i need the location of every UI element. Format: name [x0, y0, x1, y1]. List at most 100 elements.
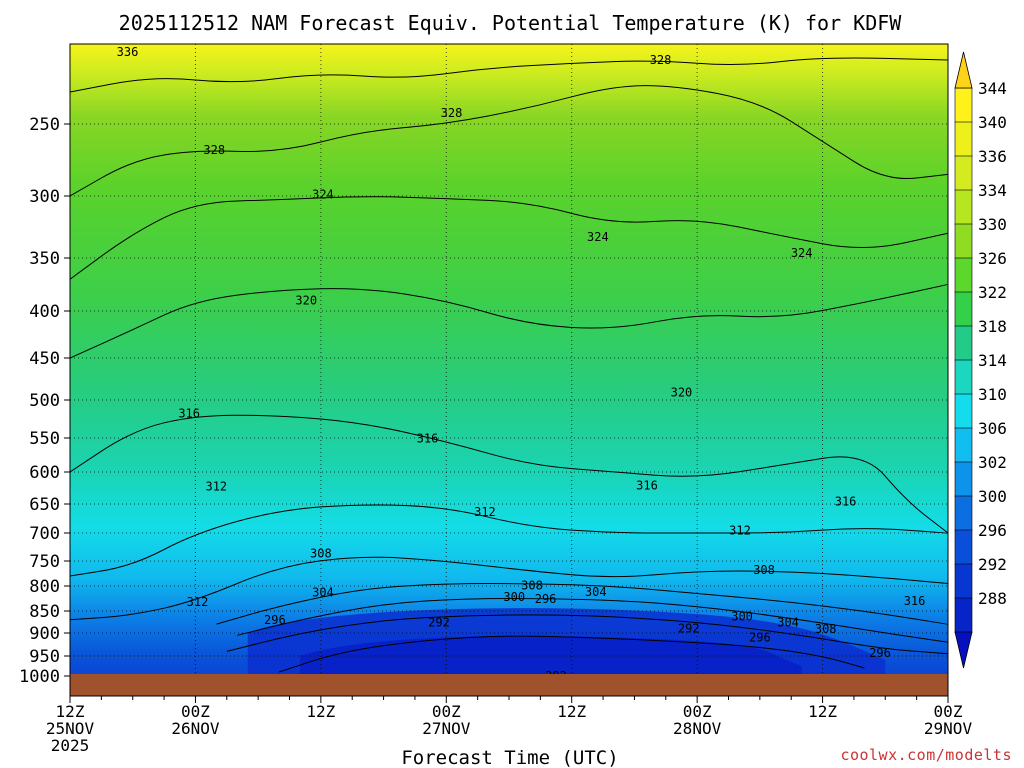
contour-320 [70, 284, 948, 359]
contour-316 [70, 414, 948, 534]
contour-label: 300 [731, 610, 753, 624]
contour-296 [226, 614, 948, 655]
x-axis-label: Forecast Time (UTC) [401, 747, 618, 768]
colorbar-label: 334 [978, 181, 1007, 200]
colorbar-swatch [954, 257, 973, 293]
contour-label: 292 [428, 615, 450, 629]
contour-label: 316 [636, 478, 658, 492]
contour-label: 312 [187, 595, 209, 609]
contour-label: 316 [904, 594, 926, 608]
contour-312 [70, 504, 948, 577]
colorbar-swatch [954, 393, 973, 429]
x-tick-label: 12Z [56, 702, 85, 721]
colorbar-label: 340 [978, 113, 1007, 132]
colorbar-label: 310 [978, 385, 1007, 404]
y-tick-label: 900 [29, 624, 60, 644]
y-tick-label: 500 [29, 391, 60, 411]
contour-label: 308 [753, 563, 775, 577]
contour-328 [70, 85, 948, 197]
colorbar-swatch [954, 325, 973, 361]
colorbar-swatch [954, 529, 973, 565]
contour-label: 328 [203, 143, 225, 157]
y-tick-label: 250 [29, 115, 60, 135]
x-tick-label: 2025 [51, 736, 90, 755]
colorbar-label: 322 [978, 283, 1007, 302]
colorbar-label: 318 [978, 317, 1007, 336]
y-tick-label: 850 [29, 602, 60, 622]
contour-label: 304 [312, 586, 334, 600]
colorbar-label: 330 [978, 215, 1007, 234]
contour-292 [278, 635, 865, 673]
contour-label: 304 [777, 615, 799, 629]
colorbar-top-arrow [954, 51, 973, 89]
contour-label: 324 [791, 246, 813, 260]
colorbar-swatch [954, 359, 973, 395]
contour-336 [70, 57, 948, 93]
y-tick-label: 950 [29, 647, 60, 667]
x-tick-label: 00Z [934, 702, 963, 721]
y-tick-label: 1000 [19, 667, 60, 687]
colorbar-swatch [954, 189, 973, 225]
contour-label: 312 [205, 480, 227, 494]
contour-324 [70, 196, 948, 280]
y-tick-label: 450 [29, 349, 60, 369]
colorbar-label: 296 [978, 521, 1007, 540]
colorbar-swatch [954, 563, 973, 599]
x-tick-label: 00Z [432, 702, 461, 721]
colorbar-label: 344 [978, 79, 1007, 98]
ground-surface [70, 674, 948, 696]
contour-304 [216, 582, 948, 625]
contour-label: 324 [587, 230, 609, 244]
colorbar-label: 326 [978, 249, 1007, 268]
colorbar-swatch [954, 155, 973, 191]
contour-lines [70, 57, 948, 673]
chart-title: 2025112512 NAM Forecast Equiv. Potential… [119, 11, 903, 35]
contour-labels: 336 328 328 328 324 324 324 320 320 316 316 316 316 3… [117, 45, 926, 683]
colorbar-swatch [954, 597, 973, 633]
colorbar-swatch [954, 87, 973, 123]
contour-label: 308 [310, 547, 332, 561]
contour-label: 324 [312, 188, 334, 202]
y-tick-label: 600 [29, 463, 60, 483]
y-tick-label: 800 [29, 577, 60, 597]
x-tick-label: 12Z [808, 702, 837, 721]
colorbar-swatch [954, 495, 973, 531]
y-axis: 2503003504004505005506006507007508008509… [19, 115, 70, 687]
y-tick-label: 350 [29, 249, 60, 269]
x-tick-label: 26NOV [171, 719, 220, 738]
cold-air-core [247, 608, 886, 682]
contour-label: 312 [474, 505, 496, 519]
contour-label: 296 [535, 592, 557, 606]
colorbar-swatch [954, 427, 973, 463]
contour-label: 316 [417, 432, 439, 446]
y-tick-label: 750 [29, 552, 60, 572]
colorbar-swatch [954, 223, 973, 259]
contour-label: 308 [815, 622, 837, 636]
contour-label: 304 [585, 585, 607, 599]
colorbar-label: 336 [978, 147, 1007, 166]
colorbar-label: 300 [978, 487, 1007, 506]
colorbar-bottom-arrow [954, 631, 973, 669]
contour-label: 328 [650, 53, 672, 67]
colorbar-swatch [954, 291, 973, 327]
x-tick-label: 12Z [557, 702, 586, 721]
contour-label: 336 [117, 45, 139, 59]
y-tick-label: 550 [29, 429, 60, 449]
contour-label: 316 [835, 494, 857, 508]
source-credit: coolwx.com/modelts [840, 746, 1012, 764]
contour-label: 300 [503, 590, 525, 604]
contour-label: 296 [749, 631, 771, 645]
x-tick-label: 29NOV [924, 719, 973, 738]
contour-label: 320 [671, 385, 693, 399]
contour-label: 312 [729, 524, 751, 538]
contour-label: 308 [521, 579, 543, 593]
y-tick-label: 400 [29, 302, 60, 322]
contour-label: 320 [295, 293, 317, 307]
contour-label: 316 [178, 407, 200, 421]
y-tick-label: 650 [29, 495, 60, 515]
x-tick-label: 12Z [306, 702, 335, 721]
colorbar-label: 288 [978, 589, 1007, 608]
colorbar-label: 306 [978, 419, 1007, 438]
